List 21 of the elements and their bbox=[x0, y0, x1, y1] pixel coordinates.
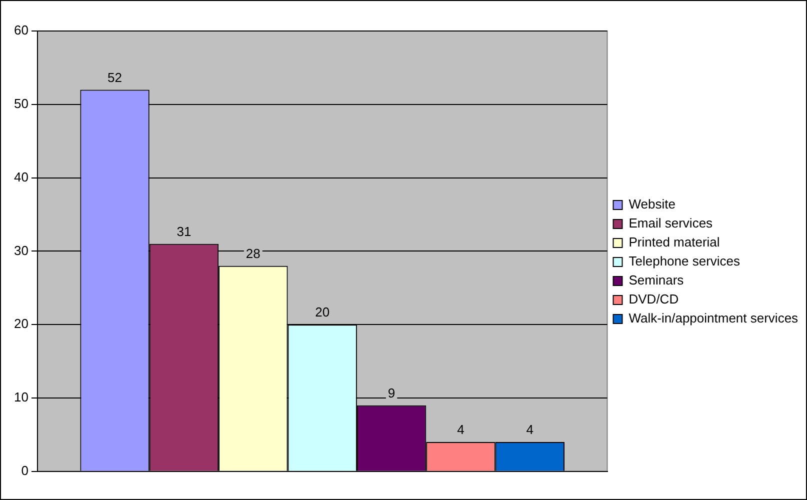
y-tick-label: 60 bbox=[14, 22, 28, 38]
data-label: 4 bbox=[457, 422, 464, 438]
data-label: 31 bbox=[176, 224, 192, 239]
legend-label: Website bbox=[628, 196, 676, 212]
y-tick-label: 10 bbox=[14, 390, 28, 405]
legend-label: Printed material bbox=[628, 234, 720, 250]
y-tick-label: 40 bbox=[14, 169, 28, 184]
legend-label: Telephone services bbox=[628, 254, 741, 269]
y-tick-label: 50 bbox=[14, 96, 28, 111]
data-label: 28 bbox=[246, 246, 260, 261]
legend-label: DVD/CD bbox=[628, 292, 679, 307]
data-label: 4 bbox=[526, 422, 534, 438]
y-tick-label: 20 bbox=[14, 316, 28, 332]
y-tick-label: 0 bbox=[21, 462, 28, 478]
legend-label: Seminars bbox=[628, 272, 684, 288]
data-label: 20 bbox=[315, 304, 330, 320]
data-label: 52 bbox=[108, 70, 122, 85]
y-tick-label: 30 bbox=[14, 242, 28, 258]
legend-label: Email services bbox=[628, 216, 714, 231]
data-label: 9 bbox=[388, 385, 396, 400]
legend-label: Walk-in/appointment services bbox=[628, 310, 799, 326]
